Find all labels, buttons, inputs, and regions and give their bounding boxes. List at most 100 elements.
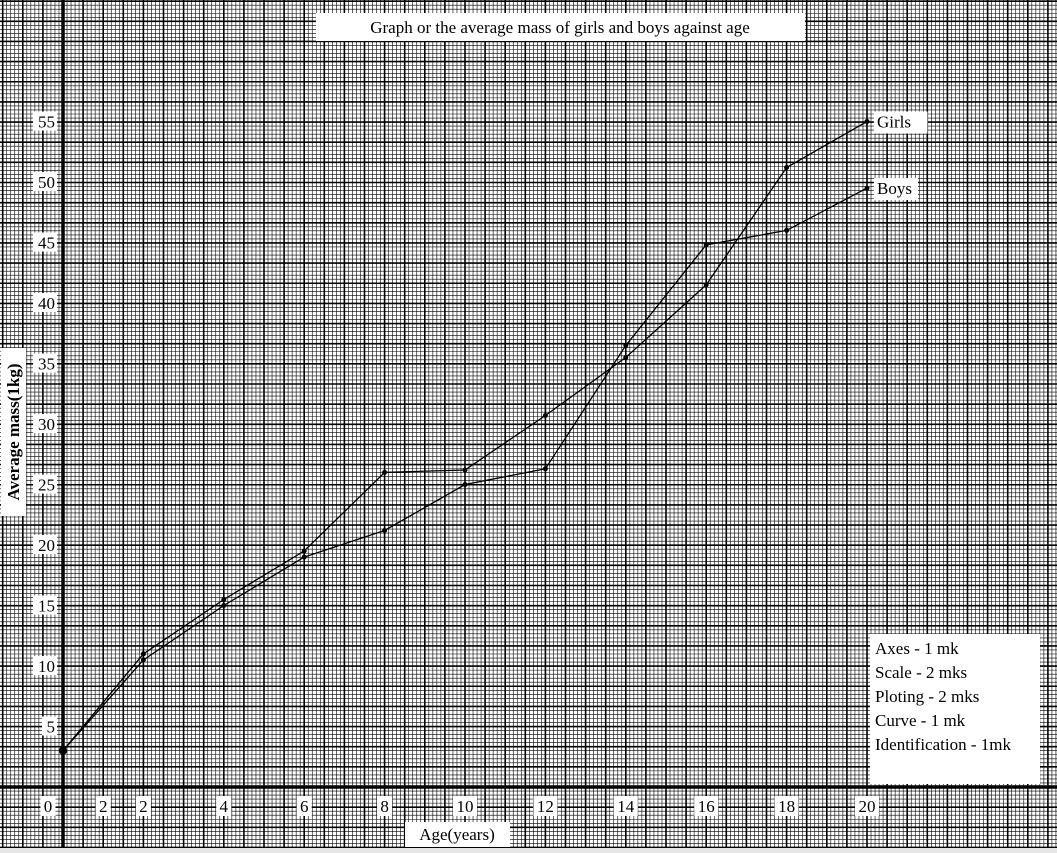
data-point-boys [59, 746, 67, 755]
y-tick-label-group: 30 [33, 414, 57, 434]
x-tick-label-box [377, 796, 393, 816]
series-label-girls-group: Girls [874, 111, 928, 134]
x-tick-label-group: 2 [135, 796, 151, 816]
data-point-girls [382, 469, 388, 475]
x-tick-label-box [296, 796, 312, 816]
x-tick-label: 8 [380, 797, 389, 816]
y-tick-label-box [33, 353, 57, 373]
data-point-boys [301, 554, 307, 560]
y-tick-label-group: 35 [33, 353, 57, 374]
x-axis-title: Age(years) [419, 825, 495, 844]
series-label-girls: Girls [877, 113, 911, 132]
data-point-girls [542, 413, 548, 418]
x-tick-label: 6 [300, 797, 309, 816]
y-tick-label: 30 [38, 415, 55, 434]
x-tick-label: 12 [537, 797, 554, 816]
data-point-girls [140, 651, 146, 657]
x-tick-label: 20 [859, 797, 876, 816]
data-point-girls [703, 282, 709, 288]
x-tick-label: 16 [698, 797, 715, 816]
y-tick-label-group: 40 [33, 293, 57, 313]
x-tick-label-group: 6 [296, 796, 312, 816]
y-tick-label-box [33, 172, 57, 191]
y-tick-label: 45 [38, 234, 55, 253]
x-tick-label: 4 [220, 797, 229, 816]
x-tick-label-box [774, 796, 799, 816]
series-label-girls-box [874, 111, 928, 134]
data-point-girls [623, 354, 629, 360]
y-tick-label: 10 [38, 657, 55, 676]
y-tick-label-group: 10 [33, 656, 57, 676]
x-tick-label-box [40, 796, 56, 816]
data-point-girls [221, 597, 227, 602]
x-tick-label: 2 [139, 797, 148, 816]
x-tick-label-group: 0 [40, 796, 56, 816]
x-tick-label-box [135, 796, 151, 816]
data-point-girls [301, 548, 307, 554]
x-axis-title-group: Age(years) [405, 822, 510, 847]
x-tick-label-box [855, 796, 879, 816]
frame-strip [0, 848, 1057, 853]
data-point-boys [382, 528, 388, 533]
x-tick-label-group: 20 [855, 796, 879, 816]
series-layer [59, 119, 870, 755]
y-tick-label-group: 20 [33, 535, 57, 555]
x-tick-label: 0 [44, 797, 53, 816]
series-label-boys-group: Boys [874, 178, 918, 201]
y-tick-label-box [33, 656, 57, 675]
x-tick-label-group: 18 [774, 796, 799, 816]
data-point-boys [784, 227, 790, 233]
y-tick-label-box [33, 595, 57, 615]
x-tick-label: 2 [99, 797, 108, 816]
x-tick-label-box [95, 796, 111, 816]
data-point-boys [221, 603, 227, 608]
y-tick-label-box [42, 716, 57, 736]
data-point-girls [784, 165, 790, 170]
x-tick-label-box [453, 796, 477, 816]
y-tick-label-group: 50 [33, 172, 57, 192]
y-tick-label-box [33, 414, 57, 433]
x-tick-label: 10 [457, 797, 474, 816]
x-tick-label-group: 10 [453, 796, 477, 816]
x-tick-label-box [533, 796, 558, 816]
y-tick-label-box [33, 474, 57, 494]
y-tick-label: 20 [38, 536, 55, 555]
y-axis-title-box [1, 348, 26, 516]
annotation-line: Axes - 1 mk [875, 639, 959, 658]
data-point-boys [703, 242, 709, 248]
y-tick-label-group: 25 [33, 474, 57, 495]
x-tick-label-box [613, 796, 638, 816]
annotation-line: Curve - 1 mk [875, 711, 966, 730]
data-point-girls [864, 119, 870, 124]
y-tick-label: 50 [38, 173, 55, 192]
x-tick-label-group: 16 [694, 796, 719, 816]
data-point-boys [864, 185, 870, 191]
x-tick-label-group: 8 [377, 796, 393, 816]
x-tick-label-group: 2 [95, 796, 111, 816]
y-axis-title-group: Average mass(1kg) [1, 348, 26, 516]
annotation-box [870, 634, 1040, 784]
x-tick-label: 18 [778, 797, 795, 816]
y-tick-label: 5 [47, 718, 56, 737]
y-tick-label: 25 [38, 476, 55, 495]
x-tick-label-group: 12 [533, 796, 558, 816]
annotation-line: Ploting - 2 mks [875, 687, 979, 706]
y-tick-label-group: 15 [33, 595, 57, 616]
x-tick-label-box [216, 796, 232, 816]
y-axis-title: Average mass(1kg) [4, 363, 23, 500]
y-tick-label: 55 [38, 113, 55, 132]
annotation-line: Scale - 2 mks [875, 663, 967, 682]
y-tick-label-box [33, 232, 57, 252]
label-layer: Graph or the average mass of girls and b… [0, 13, 1057, 853]
y-tick-label-group: 55 [33, 111, 57, 132]
x-tick-label-group: 4 [216, 796, 232, 816]
y-tick-label-box [33, 111, 57, 131]
x-axis-title-box [405, 822, 510, 847]
annotation-box-group: Axes - 1 mk Scale - 2 mks Ploting - 2 mks C… [870, 634, 1040, 784]
y-tick-label-group: 5 [42, 716, 57, 737]
x-tick-label-group: 14 [613, 796, 638, 816]
series-label-boys-box [874, 178, 918, 201]
annotation-line: Identification - 1mk [875, 735, 1011, 754]
